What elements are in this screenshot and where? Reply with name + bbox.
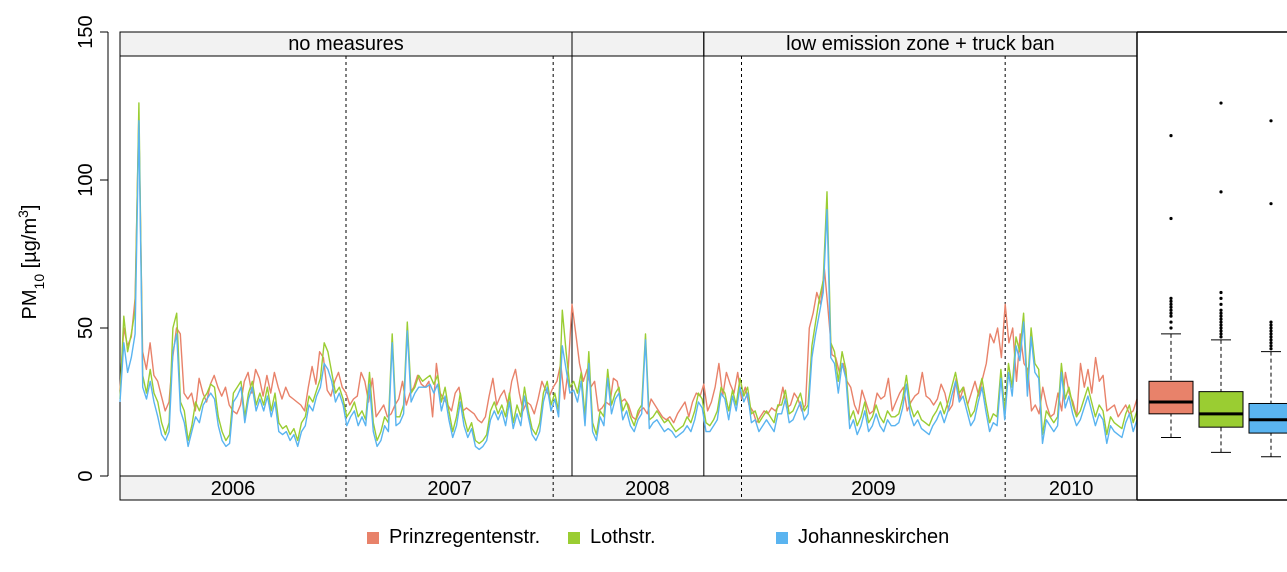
outlier-point — [1219, 311, 1223, 315]
outlier-point — [1219, 302, 1223, 306]
phase-strip-label: low emission zone + truck ban — [786, 33, 1054, 55]
outlier-point — [1269, 335, 1273, 339]
phase-strips: no measures low emission zone + truck ban — [119, 31, 1138, 57]
outlier-point — [1269, 329, 1273, 333]
y-tick-label: 150 — [75, 15, 97, 48]
outlier-point — [1219, 323, 1223, 327]
boxplot-lothstr — [1198, 101, 1244, 453]
legend: Prinzregentenstr. Lothstr. Johanneskirch… — [0, 526, 1287, 566]
outlier-point — [1169, 326, 1173, 330]
outlier-point — [1219, 329, 1223, 333]
outlier-point — [1169, 308, 1173, 312]
outlier-point — [1269, 119, 1273, 123]
legend-item-johanneskirchen: Johanneskirchen — [776, 526, 949, 549]
outlier-point — [1169, 299, 1173, 303]
outlier-point — [1219, 308, 1223, 312]
outlier-point — [1219, 314, 1223, 318]
outlier-point — [1169, 305, 1173, 309]
legend-swatch-prinzregentenstr — [367, 531, 379, 544]
outlier-point — [1219, 101, 1223, 105]
phase-strip — [571, 31, 705, 57]
legend-item-lothstr: Lothstr. — [568, 526, 656, 549]
outlier-point — [1219, 296, 1223, 300]
series-line-prinzregentenstr — [119, 117, 1138, 424]
outlier-point — [1169, 311, 1173, 315]
boxplot-prinzregentenstr — [1148, 134, 1194, 439]
year-label: 2006 — [211, 478, 256, 500]
year-strips: 2006 2007 2008 2009 2010 — [119, 475, 1138, 501]
outlier-point — [1219, 290, 1223, 295]
outlier-point — [1169, 320, 1173, 324]
outlier-point — [1269, 323, 1273, 327]
outlier-point — [1219, 317, 1223, 321]
outlier-point — [1269, 320, 1273, 324]
y-axis-label: PM10 [µg/m3] — [15, 205, 47, 320]
outlier-point — [1169, 314, 1173, 318]
outlier-point — [1169, 302, 1173, 306]
year-label: 2007 — [427, 478, 472, 500]
outlier-point — [1219, 326, 1223, 330]
phase-strip — [119, 31, 573, 57]
year-label: 2008 — [625, 478, 670, 500]
phase-strip-label: no measures — [288, 33, 404, 55]
legend-label-johanneskirchen: Johanneskirchen — [798, 526, 950, 548]
legend-item-prinzregentenstr: Prinzregentenstr. — [367, 526, 540, 549]
outlier-point — [1219, 320, 1223, 324]
legend-swatch-lothstr — [568, 531, 580, 544]
outlier-point — [1269, 347, 1273, 351]
outlier-point — [1269, 341, 1273, 345]
y-axis: 0 50 100 150 — [75, 15, 109, 482]
y-tick-label: 50 — [75, 317, 97, 339]
outlier-point — [1269, 338, 1273, 342]
legend-label-lothstr: Lothstr. — [590, 526, 656, 548]
outlier-point — [1169, 134, 1173, 138]
legend-label-prinzregentenstr: Prinzregentenstr. — [389, 526, 541, 548]
outlier-point — [1219, 332, 1223, 336]
year-label: 2009 — [851, 478, 896, 500]
outlier-point — [1219, 335, 1223, 339]
time-series-panel — [119, 32, 1138, 477]
legend-swatch-johanneskirchen — [776, 531, 788, 544]
outlier-point — [1269, 344, 1273, 348]
outlier-point — [1169, 216, 1173, 221]
y-tick-label: 100 — [75, 163, 97, 196]
outlier-point — [1269, 326, 1273, 330]
outlier-point — [1269, 332, 1273, 336]
outlier-point — [1269, 202, 1273, 206]
y-tick-label: 0 — [75, 470, 97, 481]
series-line-lothstr — [119, 102, 1138, 445]
boxplot-johanneskirchen — [1248, 119, 1287, 458]
pm10-chart: 0 50 100 150 PM10 [µg/m3] no measures low em… — [15, 15, 1287, 501]
year-label: 2010 — [1049, 478, 1094, 500]
outlier-point — [1219, 190, 1223, 194]
boxplot-panel — [1136, 31, 1287, 501]
series-line-johanneskirchen — [119, 120, 1138, 451]
outlier-point — [1169, 296, 1173, 300]
